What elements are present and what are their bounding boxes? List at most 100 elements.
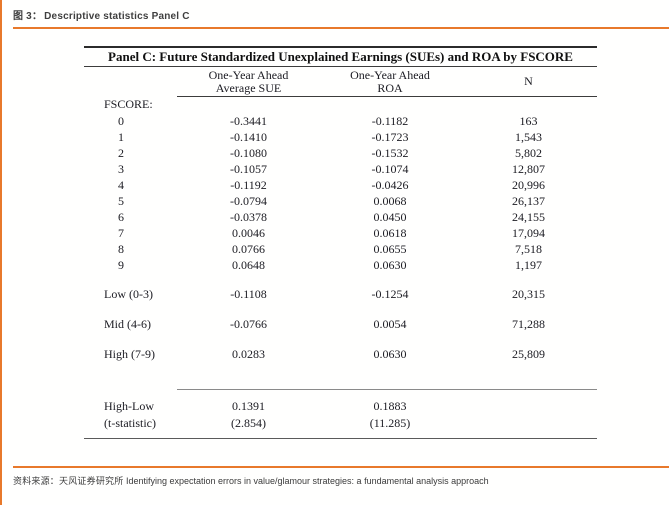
col-header-sue-line2: Average SUE (215, 80, 282, 95)
spacer-cell (320, 303, 460, 316)
cell-sue: 0.0648 (232, 257, 265, 272)
cell-n: 5,802 (515, 145, 542, 160)
col-header-n: N (460, 66, 598, 97)
cell-n: 12,807 (512, 161, 545, 176)
panel-c-table: Panel C: Future Standardized Unexplained… (84, 46, 598, 439)
row-label: Low (0-3) (104, 287, 153, 301)
cell-roa: -0.1254 (371, 287, 409, 301)
cell-roa: (11.285) (320, 415, 460, 439)
row-label: Mid (4-6) (104, 317, 151, 331)
spacer-cell (177, 303, 320, 316)
cell-roa: -0.1182 (371, 113, 409, 128)
cell-sue: -0.0794 (230, 193, 267, 208)
cell-roa: 0.0450 (373, 209, 407, 224)
cell-roa: 0.0630 (373, 347, 407, 361)
spacer-cell (177, 333, 320, 346)
row-label: 4 (118, 177, 124, 192)
row-label: 8 (118, 241, 124, 256)
page-footer: 资料来源：天风证券研究所 Identifying expectation err… (0, 466, 669, 487)
figure-header: 图 3： Descriptive statistics Panel C (13, 0, 669, 22)
table-spacer-row (84, 273, 597, 286)
row-label: High-Low (104, 399, 154, 413)
spacer-cell (460, 273, 597, 286)
cell-roa (320, 97, 460, 114)
table-row: 4 -0.1192 -0.0426 20,996 (84, 177, 597, 193)
cell-n: 7,518 (515, 241, 542, 256)
spacer-cell (84, 333, 177, 346)
row-label: 7 (118, 225, 124, 240)
cell-sue: 0.0766 (232, 241, 265, 256)
row-label: 5 (118, 193, 124, 208)
cell-roa: 0.0068 (373, 193, 407, 208)
table-row: (t-statistic) (2.854) (11.285) (84, 415, 598, 439)
cell-roa: -0.1723 (371, 129, 409, 144)
table-spacer-row (84, 333, 597, 346)
source-reference: Identifying expectation errors in value/… (125, 476, 489, 486)
row-label: 6 (118, 209, 124, 224)
row-label: 9 (118, 257, 124, 272)
table-container: Panel C: Future Standardized Unexplained… (0, 46, 669, 439)
cell-n: 20,996 (512, 177, 545, 192)
cell-sue: (2.854) (177, 415, 320, 439)
cell-n: 71,288 (512, 317, 545, 331)
table-row: Low (0-3) -0.1108 -0.1254 20,315 (84, 286, 597, 303)
spacer-cell (320, 363, 460, 390)
cell-sue: -0.0378 (230, 209, 267, 224)
spacer-cell (177, 363, 320, 390)
cell-sue: -0.0766 (230, 317, 267, 331)
cell-n: 1,543 (515, 129, 542, 144)
cell-n: 163 (519, 113, 538, 128)
figure-number: 图 3： (13, 11, 43, 22)
cell-sue: -0.3441 (230, 113, 267, 128)
spacer-cell (460, 303, 597, 316)
table-row: 0 -0.3441 -0.1182 163 (84, 113, 597, 129)
cell-roa: -0.1532 (371, 145, 409, 160)
table-row: 1 -0.1410 -0.1723 1,543 (84, 129, 597, 145)
col-header-empty (84, 67, 177, 97)
cell-roa: 0.0655 (373, 241, 407, 256)
row-label: 1 (118, 129, 124, 144)
cell-sue: 0.1391 (232, 399, 265, 413)
cell-n: 17,094 (512, 225, 545, 240)
source-label: 资料来源： (13, 476, 60, 486)
spacer-cell (320, 273, 460, 286)
cell-n: 1,197 (515, 257, 542, 272)
cell-roa: 0.0618 (373, 225, 407, 240)
figure-title: Descriptive statistics Panel C (44, 11, 190, 22)
cell-sue: -0.1108 (230, 287, 267, 301)
cell-n: 26,137 (512, 193, 545, 208)
row-label: 0 (118, 113, 124, 128)
source-line: 资料来源：天风证券研究所 Identifying expectation err… (13, 474, 669, 487)
spacer-cell (84, 273, 177, 286)
cell-roa: 0.0054 (373, 317, 407, 331)
cell-n (460, 398, 597, 415)
table-title-row: Panel C: Future Standardized Unexplained… (84, 46, 598, 67)
table-spacer-row (84, 363, 597, 390)
col-header-roa: One-Year Ahead ROA (320, 66, 460, 97)
cell-n: 24,155 (512, 209, 545, 224)
spacer-cell (84, 303, 177, 316)
table-row: 3 -0.1057 -0.1074 12,807 (84, 161, 597, 177)
header-divider (13, 27, 669, 29)
table-rule-row (84, 389, 598, 399)
cell-sue: -0.1410 (230, 129, 267, 144)
table-row: High-Low 0.1391 0.1883 (84, 398, 597, 415)
spacer-cell (460, 363, 597, 390)
spacer-cell (84, 390, 177, 399)
cell-sue: -0.1057 (230, 161, 267, 176)
cell-sue: -0.1192 (230, 177, 267, 192)
partial-rule (460, 389, 598, 398)
spacer-cell (460, 333, 597, 346)
source-org: 天风证券研究所 (59, 476, 124, 486)
row-label: (t-statistic) (84, 415, 177, 439)
left-accent-bar (0, 0, 2, 505)
cell-n (460, 415, 598, 439)
cell-roa: 0.0630 (373, 257, 407, 272)
col-header-sue-line1: One-Year Ahead (208, 67, 289, 82)
cell-roa: 0.1883 (373, 399, 407, 413)
table-title: Panel C: Future Standardized Unexplained… (84, 46, 598, 67)
col-header-roa-line2: ROA (377, 80, 403, 95)
table-row: 7 0.0046 0.0618 17,094 (84, 225, 597, 241)
table-spacer-row (84, 303, 597, 316)
